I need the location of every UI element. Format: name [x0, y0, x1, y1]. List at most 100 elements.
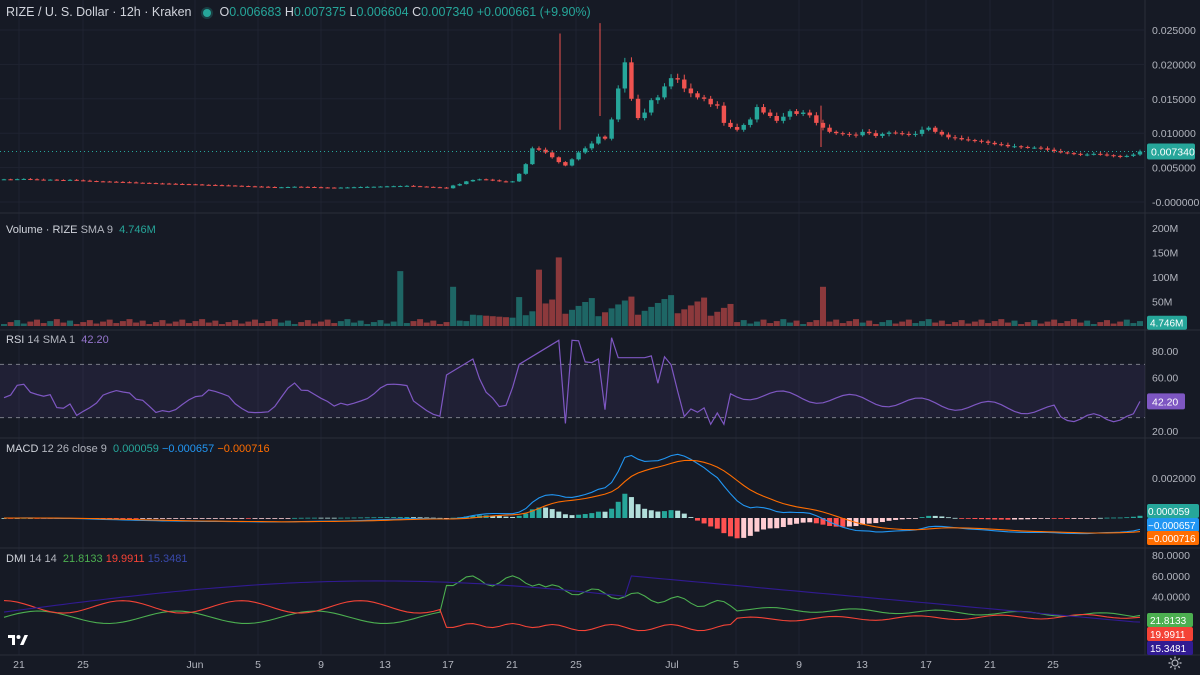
volume-bar	[403, 323, 410, 326]
candle	[219, 185, 225, 187]
macd-histogram-bar	[642, 508, 648, 518]
candle	[450, 185, 456, 189]
candle	[886, 132, 892, 134]
candle	[21, 178, 27, 180]
macd-histogram-bar	[397, 517, 403, 518]
volume-bar	[463, 321, 470, 326]
candle	[642, 112, 647, 119]
volume-tick-label: 200M	[1152, 223, 1178, 235]
candle	[820, 122, 826, 128]
volume-bar	[1051, 319, 1058, 326]
volume-bar	[218, 324, 225, 326]
volume-bar	[971, 321, 978, 326]
tradingview-logo-icon[interactable]	[6, 628, 30, 652]
macd-histogram-bar	[569, 515, 575, 518]
volume-bar	[813, 320, 820, 326]
candle	[616, 88, 621, 120]
volume-tick-label: 150M	[1152, 248, 1178, 260]
volume-bar	[945, 324, 952, 326]
price-tick-label: 0.025000	[1152, 25, 1196, 37]
macd-histogram-bar	[800, 518, 806, 523]
volume-bar	[47, 321, 54, 326]
volume-bar	[773, 321, 780, 326]
macd-histogram-bar	[721, 518, 727, 534]
rsi-last-label: 42.20	[1152, 396, 1178, 408]
volume-bar	[905, 319, 912, 326]
volume-bar	[450, 286, 457, 326]
candle	[180, 183, 185, 185]
candle	[556, 157, 561, 163]
volume-bar	[331, 323, 338, 326]
volume-bar	[1123, 319, 1130, 326]
volume-bar	[502, 317, 509, 326]
macd-histogram-bar	[1025, 518, 1031, 520]
macd-histogram-bar	[873, 518, 879, 524]
macd-histogram-bar	[1084, 518, 1090, 519]
high-label: H	[284, 5, 294, 19]
macd-histogram-bar	[761, 518, 767, 530]
macd-histogram-bar	[510, 516, 516, 518]
candle	[417, 186, 423, 188]
candle	[946, 134, 951, 138]
candle	[431, 186, 436, 188]
volume-title: Volume · RIZE	[6, 224, 78, 236]
volume-bar	[410, 321, 417, 326]
volume-bar	[562, 313, 569, 326]
macd-histogram-bar	[444, 518, 450, 519]
volume-bar	[126, 319, 133, 326]
macd-histogram-bar	[655, 511, 661, 518]
macd-last-label: −0.000657	[1148, 521, 1196, 532]
time-axis-label: Jun	[187, 659, 204, 671]
volume-bar	[853, 319, 859, 326]
candle	[926, 127, 931, 130]
macd-last-badge	[1147, 518, 1199, 532]
macd-histogram-bar	[840, 518, 846, 527]
candle	[814, 115, 819, 123]
candle	[1051, 149, 1057, 152]
volume-bar	[753, 321, 760, 326]
candle	[384, 186, 390, 188]
time-axis-label: 17	[920, 659, 932, 671]
macd-hist-value: 0.000059	[113, 443, 159, 455]
macd-histogram-bar	[133, 518, 139, 519]
volume-bar	[291, 324, 298, 326]
macd-histogram-bar	[153, 518, 159, 519]
open-label: O	[219, 5, 230, 19]
volume-bar	[496, 316, 503, 326]
candle	[424, 186, 429, 188]
macd-histogram-bar	[734, 518, 740, 539]
volume-bar	[1011, 320, 1018, 326]
volume-bar	[192, 321, 199, 326]
candle	[913, 133, 918, 135]
volume-bar	[311, 323, 318, 326]
macd-histogram-bar	[424, 517, 430, 519]
volume-bar	[106, 319, 113, 326]
volume-bar	[661, 299, 668, 326]
time-axis-label: 25	[77, 659, 89, 671]
candle	[800, 112, 806, 114]
high-value: 0.007375	[293, 5, 347, 19]
macd-histogram-bar	[1111, 517, 1117, 519]
candle	[74, 179, 79, 181]
volume-bar	[179, 319, 186, 326]
gear-icon[interactable]	[1168, 656, 1182, 670]
candle	[312, 187, 317, 189]
macd-histogram-bar	[747, 518, 753, 536]
macd-histogram-bar	[992, 518, 998, 520]
time-axis-label: 17	[442, 659, 454, 671]
volume-bar	[139, 320, 146, 326]
macd-histogram-bar	[490, 515, 496, 518]
volume-bar	[14, 320, 21, 326]
volume-bar	[1024, 322, 1031, 326]
candle	[609, 119, 614, 139]
volume-bar	[251, 319, 258, 326]
candle	[483, 179, 489, 181]
candle	[166, 183, 172, 185]
volume-bar	[265, 321, 272, 326]
volume-bar	[146, 324, 153, 326]
volume-bar	[569, 309, 575, 326]
dmi-plus-line	[3, 575, 1141, 625]
macd-histogram-bar	[945, 517, 951, 519]
candle	[332, 187, 337, 189]
